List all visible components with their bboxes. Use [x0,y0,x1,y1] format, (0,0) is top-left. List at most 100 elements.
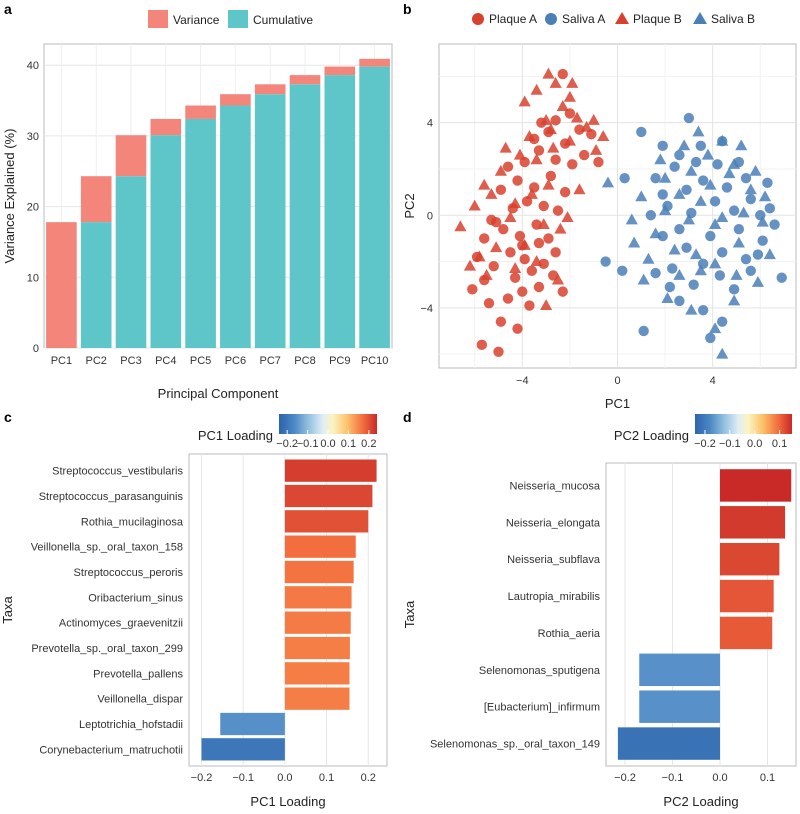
loading-bar [720,616,773,650]
legend-marker-plaque-b [615,12,629,24]
point-saliva-a [709,196,721,207]
panel-a-x-tick-label: PC9 [329,355,350,367]
point-saliva-a [712,159,723,170]
loading-bar [284,611,351,634]
point-saliva-b [649,227,662,239]
variance-bar [359,58,390,67]
panel-c-colorbar [279,414,377,434]
point-saliva-b [668,243,681,255]
point-plaque-a [567,159,578,170]
point-plaque-a [509,272,521,283]
taxon-label: Prevotella_pallens [93,668,183,680]
point-plaque-a [495,316,507,327]
point-saliva-b [704,178,717,190]
point-saliva-a [740,173,752,184]
panel-d-x-tick-label: −0.2 [614,772,636,784]
panel-d-x-axis-title: PC2 Loading [663,794,738,809]
point-plaque-a [476,339,488,351]
point-saliva-b [694,264,707,276]
point-saliva-b [689,248,703,260]
point-saliva-b [625,213,638,225]
cumulative-bar [289,84,321,349]
legend-variance-label: Variance [173,13,220,27]
panel-d-colorbar-tick-label: −0.2 [694,438,716,450]
panel-a-x-tick-label: PC2 [85,355,106,367]
point-saliva-a [674,149,685,161]
loading-bar [284,662,350,685]
variance-bar [150,118,182,136]
point-plaque-a [533,237,545,249]
panel-a-y-tick-label: 40 [27,60,39,72]
panel-b-y-tick-label: 4 [427,118,433,130]
point-plaque-b [561,211,574,223]
taxon-label: Oribacterium_sinus [88,592,183,604]
point-plaque-b [570,111,584,123]
point-saliva-a [697,304,709,316]
panel-a-y-tick-label: 0 [33,343,39,355]
point-saliva-b [659,171,672,183]
point-plaque-a [550,115,561,126]
point-plaque-a [488,260,499,272]
point-saliva-a [650,267,661,279]
point-plaque-a [538,258,549,270]
variance-bar [254,84,286,95]
point-saliva-a [714,270,726,281]
point-plaque-b [563,90,576,102]
point-plaque-a [512,175,523,186]
point-plaque-a [538,200,549,212]
panel-a-x-axis-title: Principal Component [158,386,279,401]
legend-label-plaque-b: Plaque B [633,12,682,26]
point-plaque-a [514,230,526,242]
point-plaque-b [547,141,560,153]
point-plaque-b [518,238,531,250]
point-saliva-a [728,284,740,295]
point-plaque-b [597,130,610,142]
point-saliva-a [697,175,709,186]
point-saliva-a [681,184,692,195]
point-saliva-a [695,140,706,152]
point-plaque-a [490,217,502,228]
point-saliva-a [638,325,649,337]
point-plaque-a [593,156,604,168]
point-saliva-b [758,190,772,202]
cumulative-bar [80,222,112,348]
point-plaque-a [574,124,585,135]
taxon-label: Streptococcus_peroris [74,567,184,579]
point-saliva-b [654,153,667,165]
point-saliva-a [745,265,756,276]
point-plaque-b [590,144,603,155]
point-plaque-b [542,178,555,190]
loading-bar [284,484,373,508]
point-plaque-a [493,346,504,357]
point-plaque-b [530,255,543,267]
legend-variance-swatch [148,10,168,28]
point-plaque-b [580,120,593,132]
point-plaque-b [530,83,543,95]
loading-bar [284,459,377,482]
panel-a-y-tick-label: 20 [27,202,39,214]
panel-c-colorbar-tick-label: −0.2 [276,438,298,450]
point-saliva-a [752,249,764,260]
panel-b-x-tick-label: −4 [516,375,529,387]
point-saliva-a [674,223,685,235]
panel-b-x-tick-label: 4 [710,375,716,387]
legend-label-saliva-b: Saliva B [711,12,755,26]
point-saliva-a [600,256,611,267]
panel-b-x-tick-label: 0 [614,375,620,387]
point-saliva-a [645,210,657,221]
legend-cumulative-swatch [228,10,248,28]
point-plaque-a [557,68,568,80]
panel-b-x-axis-title: PC1 [605,396,630,411]
legend-marker-saliva-b [693,12,707,24]
point-saliva-a [657,140,668,152]
point-plaque-a [545,170,557,182]
point-saliva-b [685,164,698,176]
point-plaque-b [485,188,498,199]
point-plaque-a [550,154,561,165]
point-saliva-b [763,248,776,260]
taxon-label: Selenomonas_sputigena [479,665,601,677]
taxon-label: Rothia_aeria [538,628,601,640]
point-saliva-b [709,218,722,229]
variance-bar [220,94,251,106]
point-saliva-b [723,167,736,179]
